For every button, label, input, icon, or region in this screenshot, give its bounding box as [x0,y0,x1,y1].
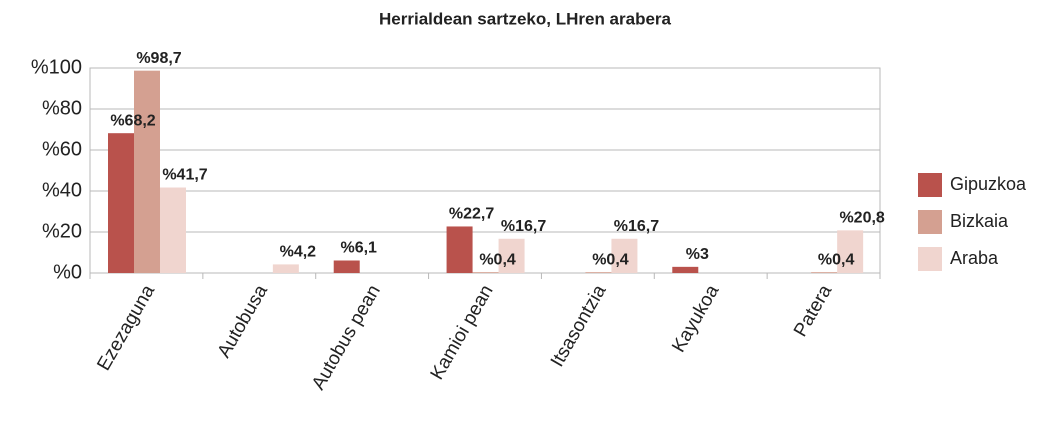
data-label: %16,7 [501,218,546,235]
data-label: %0,4 [592,251,629,268]
bar [672,266,699,273]
data-label: %16,7 [614,218,659,235]
bar [160,187,186,273]
data-label: %4,2 [280,244,317,261]
x-tick-label: Ezezaguna [93,281,159,374]
bar [585,272,612,273]
data-label: %3 [686,246,709,263]
y-tick-label: %40 [42,179,82,201]
x-tick-label: Itsasontzia [547,281,611,371]
legend-label: Araba [950,248,999,268]
bar [108,133,134,273]
bar [272,264,299,273]
bar [472,272,499,273]
bar [446,226,473,273]
x-tick-label: Autobusa [214,281,273,361]
legend-swatch [918,173,942,197]
data-label: %41,7 [162,167,207,184]
x-tick-label: Kamioi pean [427,282,498,384]
x-tick-label: Patera [790,281,836,340]
data-label: %98,7 [136,50,181,67]
data-label: %0,4 [818,251,855,268]
data-label: %68,2 [110,112,155,129]
y-tick-label: %100 [31,56,82,78]
bar [611,238,638,273]
bar [498,238,525,273]
data-label: %0,4 [479,251,516,268]
data-label: %22,7 [449,206,494,223]
bar [134,70,160,273]
legend-swatch [918,247,942,271]
data-label: %20,8 [839,210,884,227]
bar [333,260,360,273]
x-tick-label: Autobus pean [308,282,385,394]
legend-label: Gipuzkoa [950,174,1027,194]
plot-border [89,67,881,274]
y-tick-label: %60 [42,138,82,160]
legend-label: Bizkaia [950,211,1009,231]
y-tick-label: %80 [42,97,82,119]
y-tick-label: %20 [42,220,82,242]
bar [811,272,838,273]
data-label: %6,1 [340,240,377,257]
y-tick-label: %0 [53,261,82,283]
chart-title: Herrialdean sartzeko, LHren arabera [379,9,672,28]
legend-swatch [918,210,942,234]
bar [837,230,864,273]
x-tick-label: Kayukoa [668,281,723,356]
